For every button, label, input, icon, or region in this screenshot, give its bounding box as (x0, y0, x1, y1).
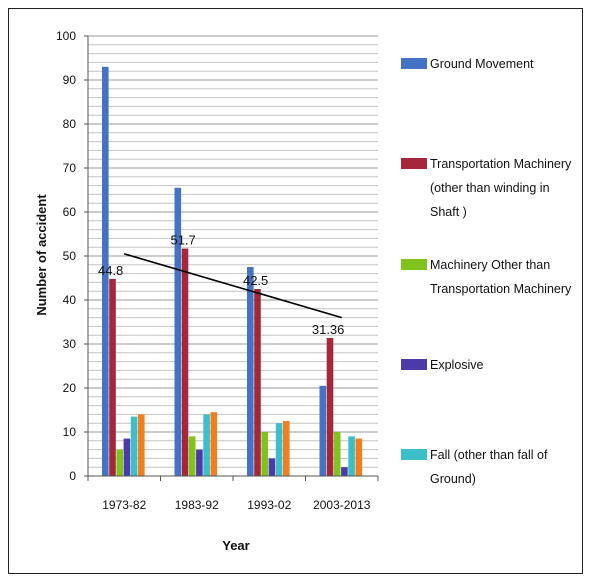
y-tick-label: 80 (63, 117, 77, 131)
legend-label: Transportation Machinery (other than wind… (430, 157, 572, 219)
data-label: 31.36 (312, 322, 345, 337)
bar (268, 458, 276, 476)
bar (341, 467, 348, 476)
bar (102, 66, 109, 477)
data-label: 44.8 (98, 263, 123, 278)
x-tick-label: 1983-92 (175, 498, 219, 512)
y-tick-label: 50 (63, 249, 77, 263)
legend: Ground Movement Transportation Machinery(… (401, 57, 572, 486)
y-tick-label: 10 (63, 425, 77, 439)
y-tick-label: 90 (63, 73, 77, 87)
legend-label: Fall (other than fall of Ground) (430, 448, 548, 486)
y-axis: 0 10 20 30 40 50 60 70 80 90 100 (56, 29, 89, 483)
bar (333, 432, 341, 476)
legend-label: Machinery Other than Transportation Machi… (430, 258, 572, 296)
bar (116, 449, 123, 476)
bar (188, 436, 196, 476)
bar (138, 414, 145, 476)
y-tick-label: 40 (63, 293, 77, 307)
x-tick-label: 1973-82 (102, 498, 146, 512)
bar (275, 423, 283, 476)
legend-swatch (401, 158, 427, 169)
legend-swatch (401, 449, 427, 460)
bar (348, 436, 355, 476)
bar (130, 416, 138, 476)
bars (102, 66, 363, 477)
x-tick-label: 1993-02 (247, 498, 291, 512)
bar (109, 278, 116, 476)
y-tick-label: 100 (56, 29, 76, 43)
y-axis-title: Number of accident (34, 194, 49, 316)
data-label: 42.5 (243, 273, 268, 288)
y-tick-label: 60 (63, 205, 77, 219)
bar (203, 414, 210, 476)
legend-swatch (401, 58, 427, 69)
legend-label: Ground Movement (430, 57, 534, 71)
y-tick-label: 30 (63, 337, 77, 351)
bar (174, 187, 182, 477)
bar (326, 338, 334, 476)
bar (210, 412, 218, 476)
y-tick-label: 70 (63, 161, 77, 175)
bar (181, 248, 189, 476)
x-axis-title: Year (222, 538, 249, 553)
bar (196, 449, 203, 476)
bar (355, 438, 363, 476)
y-tick-label: 0 (69, 469, 76, 483)
data-label: 51.7 (170, 233, 195, 248)
y-tick-label: 20 (63, 381, 77, 395)
legend-swatch (401, 359, 427, 370)
annotations: 44.8 51.7 42.5 31.36 (98, 233, 344, 337)
bar (123, 438, 131, 476)
bar (283, 421, 290, 476)
bar (247, 267, 254, 476)
legend-label: Explosive (430, 358, 484, 372)
legend-swatch (401, 259, 427, 270)
bar (319, 385, 327, 476)
x-tick-label: 2003-2013 (313, 498, 371, 512)
trendline-line (124, 253, 342, 319)
trendline (124, 253, 342, 319)
bar (261, 432, 268, 476)
bar (254, 289, 261, 476)
x-axis: 1973-82 1983-92 1993-02 2003-2013 (87, 475, 379, 512)
